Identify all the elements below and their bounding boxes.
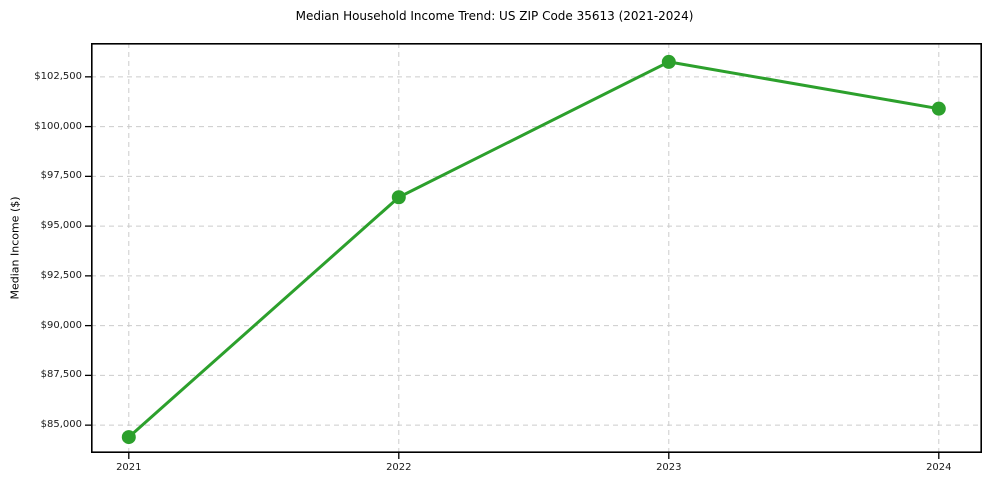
line-chart-canvas [85, 43, 983, 459]
data-point-marker-2023 [661, 54, 676, 69]
y-tick-label: $97,500 [40, 170, 82, 182]
x-tick-label: 2022 [386, 462, 412, 473]
income-trend-line [127, 60, 941, 439]
y-tick-label: $102,500 [34, 70, 82, 82]
y-tick-label: $100,000 [34, 120, 82, 132]
x-tick-label: 2023 [656, 462, 682, 473]
y-axis-label: Median Income ($) [8, 196, 22, 300]
y-tick-label: $92,500 [40, 269, 82, 281]
y-tick-label: $90,000 [40, 319, 82, 331]
data-point-marker-2021 [121, 430, 136, 445]
plot-area [85, 43, 983, 459]
x-tick-label: 2021 [116, 462, 142, 473]
data-point-marker-2022 [391, 190, 406, 205]
y-tick-label: $95,000 [40, 220, 82, 232]
x-tick-label: 2024 [926, 462, 952, 473]
y-tick-label: $87,500 [40, 369, 82, 381]
data-point-marker-2024 [931, 101, 946, 116]
axes-spines [91, 43, 983, 453]
y-tick-label: $85,000 [40, 419, 82, 431]
chart-title: Median Household Income Trend: US ZIP Co… [295, 9, 694, 23]
